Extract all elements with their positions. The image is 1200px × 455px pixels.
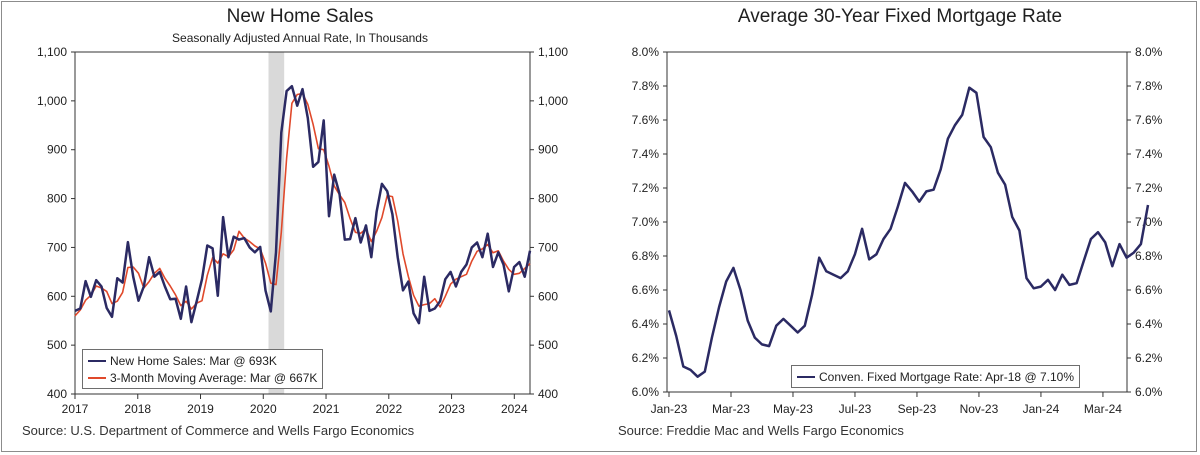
right-source-note: Source: Freddie Mac and Wells Fargo Econ… bbox=[618, 423, 904, 438]
right-chart-title: Average 30-Year Fixed Mortgage Rate bbox=[737, 6, 1063, 27]
x-tick-label: Mar-24 bbox=[1084, 402, 1122, 416]
y-tick-label-left: 7.0% bbox=[632, 215, 660, 229]
x-tick-label: Nov-23 bbox=[960, 402, 999, 416]
y-tick-label-right: 6.0% bbox=[1135, 385, 1163, 399]
legend-swatch-navy bbox=[88, 359, 106, 362]
y-tick-label-right: 7.4% bbox=[1135, 147, 1163, 161]
x-tick-label: 2019 bbox=[187, 402, 214, 416]
legend-label-moving-average: 3-Month Moving Average: Mar @ 667K bbox=[110, 370, 318, 385]
y-tick-label-right: 500 bbox=[538, 338, 558, 352]
x-tick-label: 2023 bbox=[438, 402, 465, 416]
x-tick-label: 2024 bbox=[501, 402, 528, 416]
left-legend: New Home Sales: Mar @ 693K 3-Month Movin… bbox=[82, 349, 324, 389]
y-tick-label-left: 800 bbox=[47, 192, 67, 206]
mortgage-rate-panel: Average 30-Year Fixed Mortgage Rate 6.0%… bbox=[600, 0, 1200, 455]
y-tick-label-left: 6.8% bbox=[632, 249, 660, 263]
y-tick-label-left: 7.8% bbox=[632, 79, 660, 93]
y-tick-label-left: 6.4% bbox=[632, 317, 660, 331]
x-tick-label: May-23 bbox=[773, 402, 813, 416]
y-tick-label-right: 7.8% bbox=[1135, 79, 1163, 93]
y-tick-label-left: 6.6% bbox=[632, 283, 660, 297]
new-home-sales-panel: New Home Sales Seasonally Adjusted Annua… bbox=[22, 6, 568, 438]
y-tick-label-left: 600 bbox=[47, 289, 67, 303]
mortgage-rate-line bbox=[667, 86, 1150, 378]
x-tick-label: Jan-24 bbox=[1023, 402, 1060, 416]
plot-area-border bbox=[74, 51, 531, 395]
mortgage-rate-chart: 6.0% 6.0% 6.2% 6.2% 6.4% 6.4% 6.6% 6.6% 6.8% 6.8%… bbox=[632, 45, 1163, 416]
y-tick-label-left: 8.0% bbox=[632, 45, 660, 59]
right-legend: Conven. Fixed Mortgage Rate: Apr-18 @ 7.… bbox=[791, 365, 1080, 388]
y-tick-label-left: 7.4% bbox=[632, 147, 660, 161]
y-tick-label-left: 6.2% bbox=[632, 351, 660, 365]
y-tick-label-left: 700 bbox=[47, 240, 67, 254]
y-tick-label-right: 6.2% bbox=[1135, 351, 1163, 365]
y-tick-label-right: 6.4% bbox=[1135, 317, 1163, 331]
y-tick-label-right: 700 bbox=[538, 240, 558, 254]
y-tick-label-right: 7.0% bbox=[1135, 215, 1163, 229]
plot-area-border bbox=[666, 51, 1128, 393]
y-tick-label-left: 7.6% bbox=[632, 113, 660, 127]
left-chart-subtitle: Seasonally Adjusted Annual Rate, In Thou… bbox=[172, 31, 428, 45]
y-tick-label-right: 400 bbox=[538, 387, 558, 401]
legend-item-mortgage-rate: Conven. Fixed Mortgage Rate: Apr-18 @ 7.… bbox=[797, 368, 1074, 385]
y-tick-label-left: 7.2% bbox=[632, 181, 660, 195]
x-tick-label: Jan-23 bbox=[651, 402, 688, 416]
x-tick-label: 2021 bbox=[313, 402, 340, 416]
left-chart-title: New Home Sales bbox=[226, 6, 374, 27]
x-tick-label: 2018 bbox=[124, 402, 151, 416]
x-tick-label: 2017 bbox=[62, 402, 89, 416]
legend-item-moving-average: 3-Month Moving Average: Mar @ 667K bbox=[88, 369, 317, 386]
y-tick-label-right: 6.8% bbox=[1135, 249, 1163, 263]
y-tick-label-left: 500 bbox=[47, 338, 67, 352]
y-tick-label-left: 900 bbox=[47, 143, 67, 157]
new-home-sales-line bbox=[74, 84, 532, 325]
moving-average-line bbox=[74, 92, 531, 317]
y-tick-label-right: 600 bbox=[538, 289, 558, 303]
legend-label-mortgage-rate: Conven. Fixed Mortgage Rate: Apr-18 @ 7.… bbox=[819, 369, 1074, 384]
left-source-note: Source: U.S. Department of Commerce and … bbox=[22, 423, 415, 438]
y-tick-label-right: 1,100 bbox=[538, 45, 568, 59]
y-tick-label-right: 1,000 bbox=[538, 94, 568, 108]
x-tick-label: Mar-23 bbox=[712, 402, 750, 416]
legend-swatch-navy bbox=[797, 375, 815, 378]
y-tick-label-right: 7.2% bbox=[1135, 181, 1163, 195]
y-tick-label-left: 400 bbox=[47, 387, 67, 401]
y-tick-label-right: 8.0% bbox=[1135, 45, 1163, 59]
y-tick-label-left: 6.0% bbox=[632, 385, 660, 399]
x-tick-label: Sep-23 bbox=[898, 402, 937, 416]
y-tick-label-right: 800 bbox=[538, 192, 558, 206]
x-tick-label: 2022 bbox=[375, 402, 402, 416]
legend-label-sales: New Home Sales: Mar @ 693K bbox=[110, 353, 277, 368]
y-tick-label-left: 1,000 bbox=[37, 94, 67, 108]
legend-swatch-red bbox=[88, 376, 106, 379]
y-tick-label-right: 900 bbox=[538, 143, 558, 157]
y-tick-label-left: 1,100 bbox=[37, 45, 67, 59]
x-tick-label: 2020 bbox=[250, 402, 277, 416]
y-tick-label-right: 7.6% bbox=[1135, 113, 1163, 127]
x-tick-label: Jul-23 bbox=[839, 402, 872, 416]
y-tick-label-right: 6.6% bbox=[1135, 283, 1163, 297]
new-home-sales-chart: 400 400 500 500 600 600 700 700 800 800 900 900 1,00… bbox=[37, 45, 568, 416]
legend-item-sales: New Home Sales: Mar @ 693K bbox=[88, 352, 317, 369]
